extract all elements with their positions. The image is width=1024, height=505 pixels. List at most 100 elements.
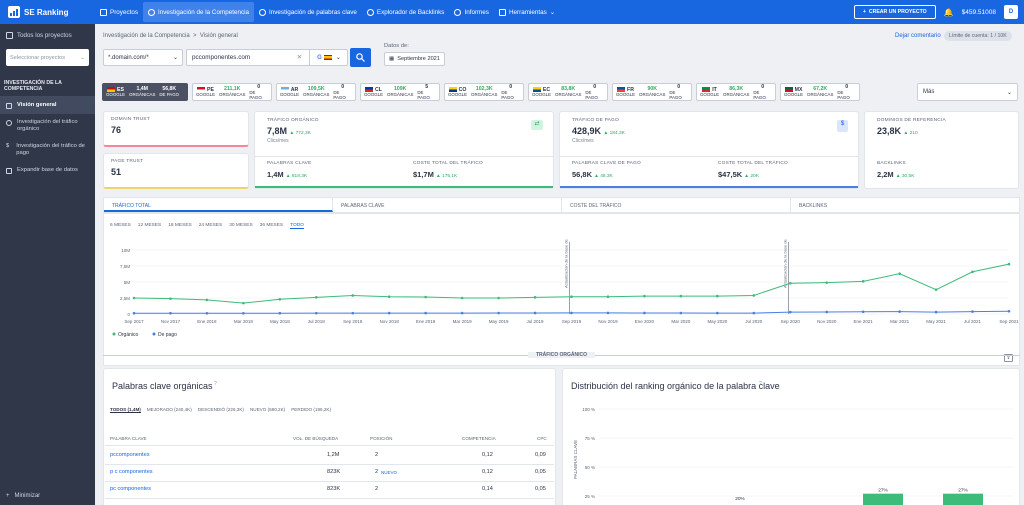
paid-label: DE PAGO xyxy=(585,89,598,100)
sidebar-item-expand-db[interactable]: Expandir base de datos xyxy=(0,162,95,179)
period-all[interactable]: TODO xyxy=(290,223,304,229)
engine-select[interactable]: G ⌄ xyxy=(309,49,348,66)
paid-count: 0 xyxy=(341,83,345,90)
country-chip-it[interactable]: IT GOOGLE 86,3K ORGÁNICAS 0 DE PAGO xyxy=(696,83,776,101)
avatar[interactable]: D xyxy=(1004,5,1018,19)
create-project-button[interactable]: + CREAR UN PROYECTO xyxy=(853,5,936,19)
country-chip-co[interactable]: CO GOOGLE 102,3K ORGÁNICAS 0 DE PAGO xyxy=(444,83,524,101)
keyword-link[interactable]: pc componentes xyxy=(110,486,152,492)
date-value: Septiembre 2021 xyxy=(397,56,440,62)
country-chip-mx[interactable]: MX GOOGLE 67,2K ORGÁNICAS 0 DE PAGO xyxy=(780,83,860,101)
organic-traffic-unit: Clics/mes xyxy=(267,138,289,144)
country-chip-fr[interactable]: FR GOOGLE 90K ORGÁNICAS 0 DE PAGO xyxy=(612,83,692,101)
country-paid: 0 DE PAGO xyxy=(837,84,856,100)
col-cpc[interactable]: CPC xyxy=(537,436,547,441)
legend-label: Orgánico xyxy=(118,332,139,338)
engine-label: GOOGLE xyxy=(106,92,126,98)
country-engine: IT GOOGLE xyxy=(700,86,719,97)
info-icon[interactable]: ? xyxy=(759,381,762,387)
data-point xyxy=(278,297,282,301)
x-tick-label: May 2021 xyxy=(926,319,946,324)
nav-competitor-research[interactable]: Investigación de la Competencia xyxy=(143,2,255,22)
paid-count: 0 xyxy=(593,83,597,90)
nav-backlink-explorer[interactable]: Explorador de Backlinks xyxy=(362,2,450,22)
main-content: Investigación de la Competencia > Visión… xyxy=(95,24,1024,505)
distribution-bar xyxy=(943,493,983,505)
keyword-link[interactable]: p c componentes xyxy=(110,469,153,475)
period-24m[interactable]: 24 MESES xyxy=(198,223,223,228)
tab-lost[interactable]: PERDIDO (196,2K) xyxy=(291,407,332,412)
country-chip-es[interactable]: ES GOOGLE 1,4M ORGÁNICAS 56,8K DE PAGO xyxy=(102,83,188,101)
brand-logo[interactable]: SE Ranking xyxy=(0,0,95,24)
tab-backlinks[interactable]: BACKLINKS xyxy=(799,203,828,209)
nav-keyword-research[interactable]: Investigación de palabras clave xyxy=(254,2,362,22)
sidebar-item-organic[interactable]: Investigación del tráfico orgánico xyxy=(0,114,95,138)
all-projects-link[interactable]: Todos los proyectos xyxy=(0,24,95,47)
country-chip-ar[interactable]: AR GOOGLE 109,5K ORGÁNICAS 0 DE PAGO xyxy=(276,83,356,101)
traffic-chart-card: 6 MESES 12 MESES 18 MESES 24 MESES 30 ME… xyxy=(103,213,1020,366)
y-tick-label: 7,5M xyxy=(120,264,130,269)
data-point xyxy=(351,311,355,315)
period-18m[interactable]: 18 MESES xyxy=(168,223,192,228)
organic-label: ORGÁNICAS xyxy=(807,92,834,97)
country-chip-ec[interactable]: EC GOOGLE 83,8K ORGÁNICAS 0 DE PAGO xyxy=(528,83,608,101)
x-tick-label: Sep 2020 xyxy=(781,319,801,324)
country-chip-cl[interactable]: CL GOOGLE 109K ORGÁNICAS 5 DE PAGO xyxy=(360,83,440,101)
country-chip-pe[interactable]: PE GOOGLE 211,1K ORGÁNICAS 0 DE PAGO xyxy=(192,83,272,101)
new-badge: NUEVO xyxy=(381,470,398,475)
engine-label: GOOGLE xyxy=(784,92,804,98)
period-6m[interactable]: 6 MESES xyxy=(110,223,131,228)
tab-improved[interactable]: MEJORADO (240,4K) xyxy=(146,407,192,412)
tab-keywords[interactable]: PALABRAS CLAVE xyxy=(333,198,562,212)
minimize-button[interactable]: + Minimizar xyxy=(6,493,40,499)
referring-domains-card: DOMINIOS DE REFERENCIA 23,8K ▲ 210 BACKLI… xyxy=(864,111,1019,189)
period-30m[interactable]: 30 MESES xyxy=(229,223,253,228)
x-tick-label: Jul 2020 xyxy=(745,319,763,324)
sidebar-item-paid[interactable]: $ Investigación del tráfico de pago xyxy=(0,138,95,162)
flag-icon xyxy=(280,86,289,92)
date-select[interactable]: ▦ Septiembre 2021 xyxy=(384,52,445,66)
period-12m[interactable]: 12 MESES xyxy=(137,223,162,228)
nav-projects[interactable]: Proyectos xyxy=(95,2,143,22)
domain-mode-select[interactable]: *.domain.com/* ⌄ xyxy=(103,49,183,66)
export-icon[interactable]: ⇪ xyxy=(1004,354,1013,362)
data-point xyxy=(825,310,829,314)
delta-text: 818,3K xyxy=(291,174,308,179)
x-tick-label: Mar 2018 xyxy=(234,319,254,324)
overview-icon xyxy=(6,103,12,109)
tab-traffic-cost[interactable]: COSTE DEL TRÁFICO xyxy=(562,198,791,212)
search-button[interactable] xyxy=(350,48,371,67)
data-point xyxy=(898,310,901,313)
organic-icon xyxy=(6,120,12,126)
breadcrumb-item[interactable]: Investigación de la Competencia xyxy=(103,33,190,39)
period-36m[interactable]: 36 MESES xyxy=(259,223,284,228)
tab-all[interactable]: TODOS (1,4M) xyxy=(110,407,141,413)
section-title-text: TRÁFICO ORGÁNICO xyxy=(527,352,596,358)
paid-label: DE PAGO xyxy=(333,89,346,100)
col-volume[interactable]: VOL. DE BÚSQUEDA xyxy=(293,436,339,441)
info-icon[interactable]: ? xyxy=(214,381,217,387)
country-organic: 109,5K ORGÁNICAS xyxy=(303,86,329,97)
keyword-link[interactable]: pccomponentes xyxy=(110,452,150,458)
tab-new[interactable]: NUEVO (580,2K) xyxy=(249,407,286,412)
tab-total-traffic[interactable]: TRÁFICO TOTAL xyxy=(104,198,333,212)
backlinks-label: BACKLINKS xyxy=(877,161,906,166)
clear-icon[interactable]: ✕ xyxy=(296,54,302,61)
url-input[interactable]: pccomponentes.com ✕ xyxy=(186,49,348,66)
col-competition[interactable]: COMPETENCIA xyxy=(462,436,496,441)
nav-reports[interactable]: Informes xyxy=(449,2,494,22)
country-engine: EC GOOGLE xyxy=(532,86,551,97)
col-keyword[interactable]: PALABRA CLAVE xyxy=(110,436,147,441)
nav-tools[interactable]: Herramientas ⌄ xyxy=(494,2,560,22)
paid-count: 0 xyxy=(257,83,261,90)
bell-icon[interactable]: 🔔 xyxy=(943,7,954,17)
feedback-link[interactable]: Dejar comentario xyxy=(895,33,941,39)
sidebar-item-overview[interactable]: Visión general xyxy=(0,97,95,114)
paid-cost-delta: ▲ 20K xyxy=(744,174,759,179)
project-select[interactable]: Seleccionar proyectos ⌄ xyxy=(6,49,89,66)
tab-declined[interactable]: DESCENDIÓ (226,3K) xyxy=(197,407,244,412)
balance[interactable]: $459.51008 xyxy=(961,8,996,16)
organic-label: ORGÁNICAS xyxy=(639,92,666,97)
col-position[interactable]: POSICIÓN xyxy=(370,436,393,441)
more-countries-select[interactable]: Más ⌄ xyxy=(917,83,1018,101)
